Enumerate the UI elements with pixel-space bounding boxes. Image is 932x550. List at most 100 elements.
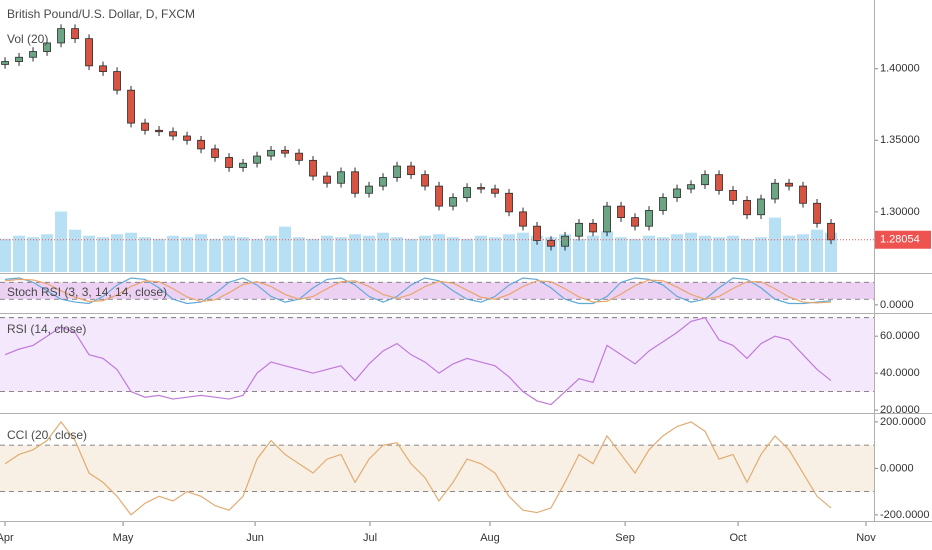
candle-body (57, 28, 65, 44)
candle-body (99, 65, 107, 72)
volume-bar (97, 237, 110, 272)
stoch-rsi-label: Stoch RSI (3, 3, 14, 14, close) (7, 285, 167, 299)
volume-bar (0, 238, 12, 272)
candle-body (71, 28, 79, 40)
indicator-line (4, 278, 832, 304)
candle-body (561, 235, 569, 247)
volume-bar (419, 235, 432, 272)
candle-body (15, 56, 23, 62)
volume-bar (811, 229, 824, 272)
candle-body (631, 217, 639, 227)
volume-bar (741, 238, 754, 272)
volume-bar (13, 235, 26, 272)
volume-bar (825, 232, 838, 272)
volume-bar (55, 211, 68, 272)
candle-body (743, 200, 751, 216)
indicator-line (4, 420, 832, 516)
candle-body (239, 162, 247, 168)
volume-bar (685, 232, 698, 272)
volume-bar (111, 234, 124, 272)
candle-body (379, 177, 387, 187)
candle-body (211, 148, 219, 158)
x-tick-label: Apr (0, 532, 14, 544)
candle-body (281, 149, 289, 154)
candle-body (645, 210, 653, 227)
candle-body (827, 222, 835, 241)
volume-bar (657, 237, 670, 272)
candle-body (575, 222, 583, 237)
candle-body (435, 185, 443, 207)
volume-bar (321, 235, 334, 272)
candle-body (323, 175, 331, 184)
candle-body (463, 187, 471, 198)
candle-body (351, 171, 359, 194)
volume-bar (433, 234, 446, 272)
candle-body (673, 188, 681, 198)
band-fill (0, 282, 874, 300)
candle-body (729, 189, 737, 201)
candle-body (29, 51, 37, 58)
last-price-label: 1.28054 (880, 234, 920, 246)
indicator-line (4, 277, 832, 305)
candle-body (449, 197, 457, 207)
volume-bar (335, 237, 348, 272)
volume-bar (769, 217, 782, 272)
candle-body (771, 182, 779, 200)
volume-bar (531, 235, 544, 272)
volume-bar (797, 234, 810, 272)
volume-bar (447, 237, 460, 272)
indicator-line (4, 317, 832, 406)
volume-bar (391, 237, 404, 272)
volume-bar (307, 238, 320, 272)
chart-title: British Pound/U.S. Dollar, D, FXCM (7, 7, 195, 21)
volume-bar (279, 226, 292, 272)
candle-body (267, 149, 275, 157)
volume-bar (293, 237, 306, 272)
volume-bar (601, 231, 614, 272)
candle-body (197, 139, 205, 150)
y-tick-label: 0.0000 (880, 299, 914, 311)
candle-body (183, 135, 191, 141)
candle-body (715, 174, 723, 191)
candle-body (393, 165, 401, 178)
y-tick-label: 40.0000 (880, 367, 920, 379)
x-tick-label: Oct (730, 532, 747, 544)
candle-body (491, 188, 499, 194)
candle-body (687, 184, 695, 190)
candle-body (813, 202, 821, 224)
volume-bar (461, 238, 474, 272)
volume-bar (517, 232, 530, 272)
candle-body (155, 129, 163, 133)
candle-body (533, 225, 541, 241)
volume-bar (587, 235, 600, 272)
y-tick-label: 1.35000 (880, 134, 920, 146)
rsi-label: RSI (14, close) (7, 322, 86, 336)
candle-body (603, 205, 611, 233)
volume-bar (629, 238, 642, 272)
candle-body (701, 174, 709, 186)
candle-body (127, 89, 135, 124)
candle-body (757, 198, 765, 216)
volume-bar (237, 237, 250, 272)
volume-bar (27, 237, 40, 272)
cci-label: CCI (20, close) (7, 428, 87, 442)
candle-body (547, 240, 555, 247)
candle-body (253, 155, 261, 164)
mid-layer (1, 24, 835, 516)
volume-label: Vol (20) (7, 32, 48, 46)
candle-body (43, 42, 51, 52)
volume-bar (783, 235, 796, 272)
volume-bar (153, 238, 166, 272)
volume-bar (475, 235, 488, 272)
band-fill (0, 445, 874, 492)
candle-body (113, 71, 121, 91)
y-tick-label: 0.0000 (880, 462, 914, 474)
last-price-box (875, 230, 931, 249)
volume-bar (125, 232, 138, 272)
volume-bar (83, 235, 96, 272)
volume-bar (41, 234, 54, 272)
volume-bar (69, 229, 82, 272)
candle-body (477, 187, 485, 190)
candle-body (1, 61, 9, 65)
